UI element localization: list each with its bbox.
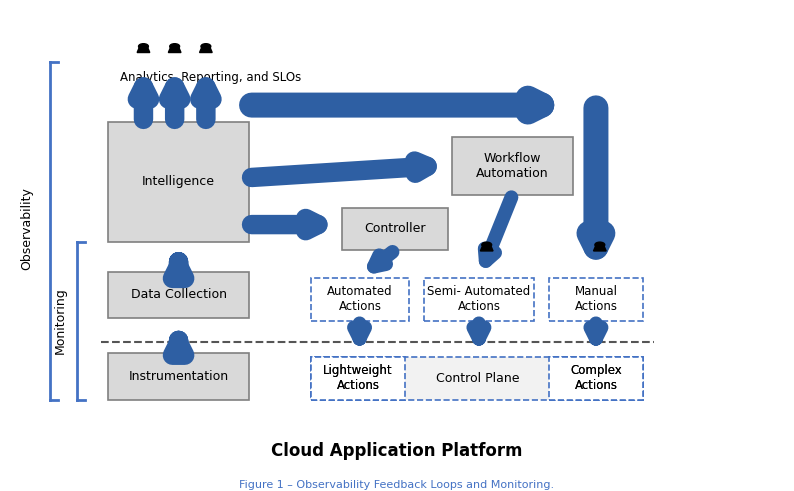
Polygon shape [137, 48, 150, 53]
FancyBboxPatch shape [549, 357, 642, 400]
FancyBboxPatch shape [108, 272, 249, 319]
FancyBboxPatch shape [311, 357, 642, 400]
Text: Cloud Application Platform: Cloud Application Platform [272, 442, 522, 460]
FancyBboxPatch shape [311, 357, 405, 400]
Circle shape [138, 44, 148, 49]
Text: Monitoring: Monitoring [53, 287, 67, 354]
Text: Control Plane: Control Plane [436, 372, 519, 385]
FancyBboxPatch shape [342, 208, 448, 250]
FancyBboxPatch shape [549, 357, 642, 400]
Circle shape [595, 242, 605, 247]
FancyBboxPatch shape [108, 122, 249, 242]
Text: Controller: Controller [364, 222, 426, 235]
Circle shape [482, 242, 491, 247]
Text: Manual
Actions: Manual Actions [574, 285, 618, 313]
Text: Instrumentation: Instrumentation [129, 370, 229, 382]
FancyBboxPatch shape [452, 137, 572, 195]
Text: Observability: Observability [20, 188, 33, 270]
FancyBboxPatch shape [311, 357, 405, 400]
FancyBboxPatch shape [549, 278, 642, 321]
FancyBboxPatch shape [311, 278, 409, 321]
FancyBboxPatch shape [424, 278, 534, 321]
Text: Data Collection: Data Collection [130, 289, 226, 301]
Text: Semi- Automated
Actions: Semi- Automated Actions [427, 285, 530, 313]
FancyBboxPatch shape [108, 353, 249, 400]
Text: Lightweight
Actions: Lightweight Actions [323, 364, 393, 392]
Text: Complex
Actions: Complex Actions [570, 364, 622, 392]
Circle shape [201, 44, 210, 49]
Text: Analytics, Reporting, and SLOs: Analytics, Reporting, and SLOs [120, 71, 301, 84]
Text: Complex
Actions: Complex Actions [570, 364, 622, 392]
Text: Automated
Actions: Automated Actions [327, 285, 393, 313]
Text: Intelligence: Intelligence [142, 175, 215, 189]
Text: Lightweight
Actions: Lightweight Actions [323, 364, 393, 392]
Polygon shape [480, 246, 493, 251]
Polygon shape [593, 246, 606, 251]
Polygon shape [199, 48, 212, 53]
Text: Figure 1 – Observability Feedback Loops and Monitoring.: Figure 1 – Observability Feedback Loops … [240, 480, 554, 490]
Text: Workflow
Automation: Workflow Automation [476, 152, 549, 180]
Circle shape [170, 44, 179, 49]
Polygon shape [168, 48, 181, 53]
